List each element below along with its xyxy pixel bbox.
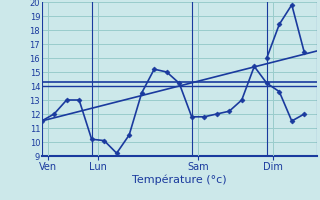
X-axis label: Température (°c): Température (°c) [132, 174, 227, 185]
